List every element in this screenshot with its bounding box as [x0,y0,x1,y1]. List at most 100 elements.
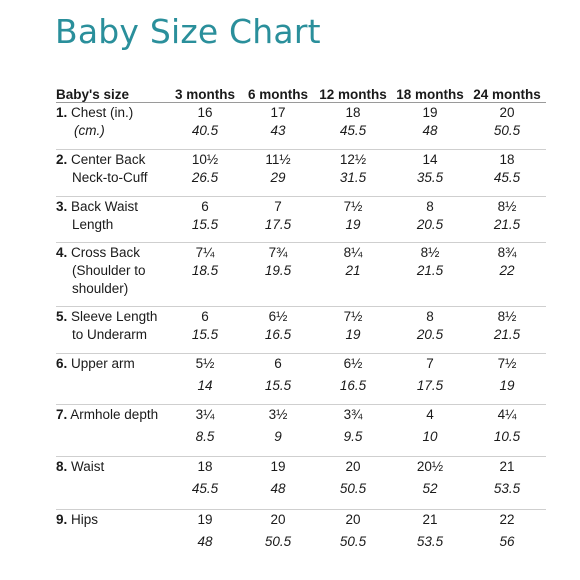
metric-value: 26.5 [191,170,219,185]
metric-value: 31.5 [339,170,367,185]
metric-value: 35.5 [416,170,444,185]
measurement-label: 4. Cross Back (Shoulder to shoulder) [56,242,168,307]
metric-value: 50.5 [339,481,367,496]
measurement-label: 8. Waist [56,456,168,510]
size-cell: 20 50.5 [314,510,392,562]
size-cell: 20 50.5 [242,510,314,562]
imperial-value: 6 [201,309,209,324]
metric-value: 52 [422,481,438,496]
size-cell: 7 17.5 [242,196,314,243]
size-cell: 7¾ 19.5 [242,242,314,307]
metric-value: 22 [499,263,515,278]
size-cell: 12½ 31.5 [314,149,392,197]
metric-value: 50.5 [264,534,292,549]
measurement-number: 8. [56,459,68,474]
measurement-number: 3. [56,199,68,214]
measurement-number: 9. [56,512,68,527]
size-cell: 20 50.5 [314,456,392,510]
column-header: 3 months [168,82,242,103]
table-row: 8. Waist 18 45.5 19 48 20 50.5 20½ 52 21 53.5 [56,456,546,510]
metric-value: 21.5 [493,327,521,342]
imperial-value: 6½ [343,356,363,371]
table-row: 9. Hips 19 48 20 50.5 20 50.5 21 53.5 22 56 [56,510,546,562]
measurement-name: Length [72,217,114,232]
metric-value: 8.5 [195,429,215,444]
size-cell: 3½ 9 [242,404,314,457]
metric-value: 56 [499,534,515,549]
size-cell: 6½ 16.5 [242,306,314,354]
imperial-value: 5½ [195,356,215,371]
imperial-value: 20 [345,512,361,527]
size-cell: 6 15.5 [242,353,314,405]
table-row: 7. Armhole depth 3¼ 8.5 3½ 9 3¾ 9.5 4 10 4¼ 10.5 [56,404,546,457]
measurement-name: Neck-to-Cuff [72,170,148,185]
imperial-value: 7 [274,199,282,214]
metric-value: 14 [197,378,213,393]
metric-value: 45.5 [191,481,219,496]
imperial-value: 8½ [497,309,517,324]
column-header: 24 months [468,82,546,103]
size-chart-table: Baby's size 3 months 6 months 12 months … [56,82,546,562]
measurement-label: 5. Sleeve Length to Underarm [56,306,168,354]
size-cell: 3¾ 9.5 [314,404,392,457]
metric-value: 50.5 [339,534,367,549]
imperial-value: 6 [274,356,282,371]
size-cell: 4¼ 10.5 [468,404,546,457]
metric-value: 21 [345,263,361,278]
table-row: 2. Center Back Neck-to-Cuff 10½ 26.5 11½ 29 12… [56,149,546,197]
metric-value: 43 [270,123,286,138]
size-cell: 5½ 14 [168,353,242,405]
metric-value: 20.5 [416,327,444,342]
table-row: 5. Sleeve Length to Underarm 6 15.5 6½ 16.5 7½… [56,306,546,354]
measurement-label: 9. Hips [56,510,168,562]
column-header: Baby's size [56,82,168,103]
measurement-name: Sleeve Length [71,309,158,324]
measurement-name: (cm.) [74,123,105,138]
metric-value: 21.5 [416,263,444,278]
measurement-number: 1. [56,105,68,120]
size-cell: 3¼ 8.5 [168,404,242,457]
imperial-value: 7¼ [195,245,215,260]
metric-value: 15.5 [191,327,219,342]
size-cell: 8¼ 21 [314,242,392,307]
metric-value: 19 [345,327,361,342]
imperial-value: 20 [345,459,361,474]
measurement-number: 7. [56,407,68,422]
imperial-value: 14 [422,152,438,167]
imperial-value: 4 [426,407,434,422]
imperial-value: 19 [422,105,438,120]
imperial-value: 21 [499,459,515,474]
size-cell: 18 45.5 [314,102,392,150]
imperial-value: 12½ [339,152,367,167]
measurement-label: 1. Chest (in.) (cm.) [56,102,168,150]
measurement-number: 6. [56,356,68,371]
imperial-value: 7½ [343,309,363,324]
metric-value: 18.5 [191,263,219,278]
metric-value: 48 [422,123,438,138]
metric-value: 15.5 [264,378,292,393]
column-header: 18 months [392,82,468,103]
size-cell: 18 45.5 [168,456,242,510]
measurement-name: Cross Back [71,245,141,260]
imperial-value: 18 [345,105,361,120]
size-cell: 8 20.5 [392,196,468,243]
metric-value: 45.5 [339,123,367,138]
page-title: Baby Size Chart [55,12,321,51]
column-header: 12 months [314,82,392,103]
size-cell: 7½ 19 [314,196,392,243]
measurement-name: Hips [71,512,99,527]
imperial-value: 3½ [268,407,288,422]
imperial-value: 7¾ [268,245,288,260]
imperial-value: 16 [197,105,213,120]
size-cell: 19 48 [242,456,314,510]
measurement-number: 5. [56,309,68,324]
imperial-value: 7½ [343,199,363,214]
imperial-value: 8 [426,309,434,324]
imperial-value: 3¼ [195,407,215,422]
measurement-name: (Shoulder to [72,263,146,278]
size-cell: 21 53.5 [392,510,468,562]
size-cell: 6 15.5 [168,306,242,354]
metric-value: 53.5 [493,481,521,496]
metric-value: 19.5 [264,263,292,278]
size-cell: 8½ 21.5 [392,242,468,307]
